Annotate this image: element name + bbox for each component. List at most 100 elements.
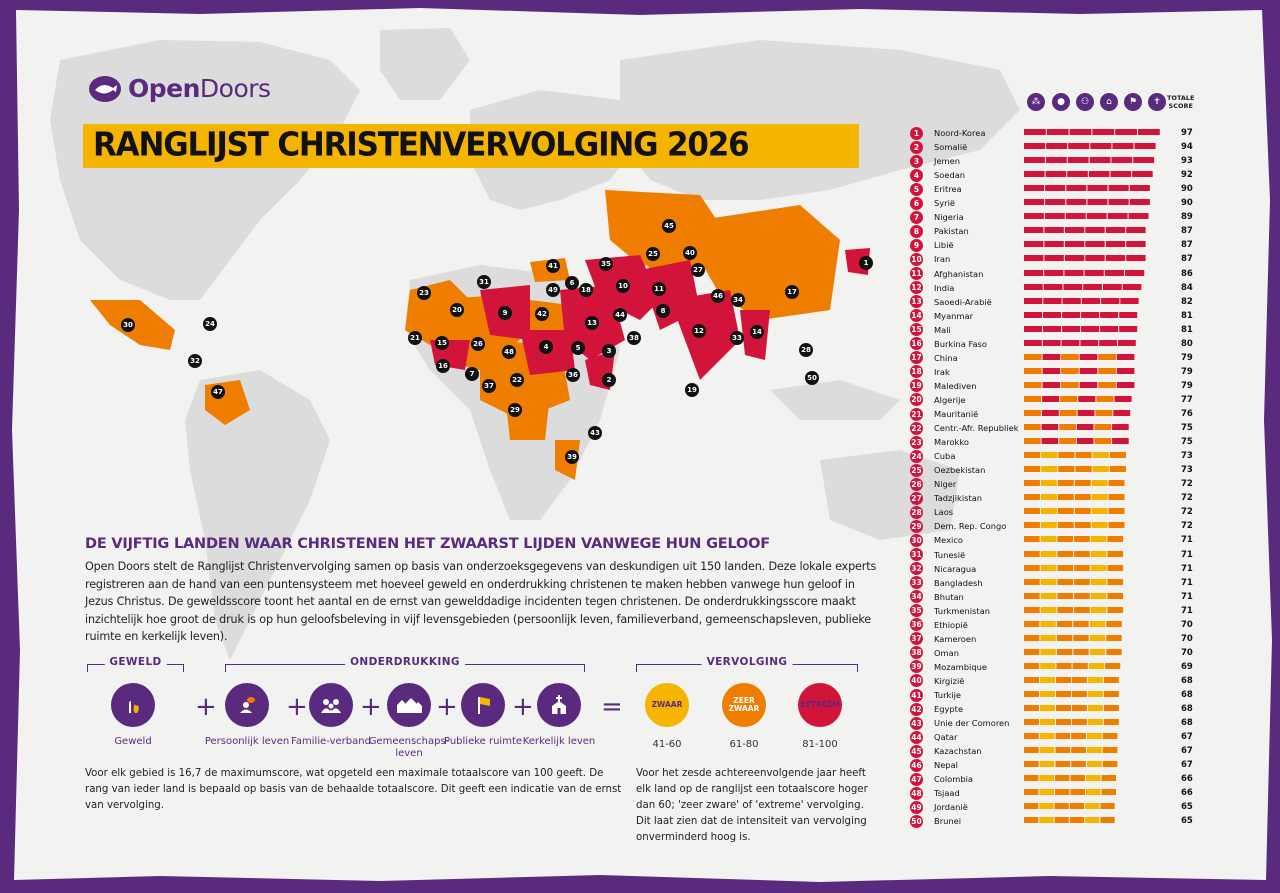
ranking-row: 33 Bangladesh 71 (910, 576, 1193, 590)
score-bar-segment (1040, 634, 1056, 641)
ranking-row: 24 Cuba 73 (910, 449, 1193, 463)
score-bar-segment (1107, 536, 1124, 543)
total-score-header: TOTALE SCORE (1167, 94, 1195, 110)
score-bar-segment (1116, 367, 1135, 374)
equals-sign: = (601, 692, 623, 722)
map-marker-39: 39 (565, 450, 579, 464)
score-bar-segment (1058, 452, 1075, 459)
score-bar-segment (1129, 199, 1150, 206)
ranking-row: 30 Mexico 71 (910, 533, 1193, 547)
score-bar-segment (1041, 410, 1059, 416)
country-name: Soedan (934, 170, 966, 181)
total-score: 68 (1181, 718, 1193, 729)
score-bar-segment (1107, 606, 1124, 613)
plus-sign: + (286, 692, 308, 722)
score-bar-segment (1101, 297, 1120, 304)
rank-number: 35 (910, 604, 923, 618)
rank-number: 6 (910, 196, 923, 210)
total-score: 97 (1181, 128, 1193, 138)
map-marker-50: 50 (805, 371, 819, 385)
score-bar (1024, 353, 1135, 360)
rank-number: 48 (910, 786, 923, 800)
rank-number: 38 (910, 646, 923, 660)
onderdrukking-bracket: ONDERDRUKKING (225, 656, 585, 672)
score-bar (1024, 339, 1136, 346)
score-bar-segment (1074, 550, 1090, 557)
score-bar-segment (1074, 480, 1091, 487)
score-bar-segment (1071, 747, 1086, 754)
score-bar-segment (1044, 213, 1065, 220)
score-bar-segment (1118, 339, 1136, 346)
score-bar (1024, 213, 1149, 220)
score-bar-segment (1057, 606, 1074, 613)
total-score: 82 (1181, 296, 1193, 307)
geweld-group-label: GEWELD (104, 656, 167, 668)
score-bar (1024, 129, 1160, 135)
score-bar (1024, 817, 1115, 824)
country-name: Noord-Korea (934, 128, 986, 138)
category-publiek: Publieke ruimte (438, 683, 528, 748)
score-bar-segment (1039, 747, 1055, 754)
score-bar-segment (1055, 761, 1071, 768)
score-bar-segment (1045, 171, 1067, 178)
score-bar-segment (1057, 592, 1074, 599)
map-marker-42: 42 (535, 307, 549, 321)
map-marker-7: 7 (465, 367, 479, 381)
rank-number: 36 (910, 618, 923, 632)
score-bar-segment (1024, 789, 1039, 796)
score-bar (1024, 761, 1118, 768)
total-score: 73 (1181, 465, 1193, 476)
score-bar-segment (1066, 185, 1087, 192)
church-icon (537, 683, 581, 727)
score-bar-segment (1138, 129, 1160, 135)
score-bar-segment (1087, 199, 1108, 206)
category-persoonlijk: Persoonlijk leven (202, 683, 292, 748)
score-bar-segment (1076, 424, 1094, 431)
score-bar-segment (1074, 606, 1090, 613)
note-scoring: Voor elk gebied is 16,7 de maximumscore,… (85, 768, 622, 811)
rank-number: 25 (910, 463, 923, 477)
score-bar-segment (1071, 761, 1086, 768)
score-bar-segment (1046, 143, 1068, 150)
title-banner (83, 124, 859, 168)
score-bar (1024, 480, 1125, 487)
rank-number: 32 (910, 562, 923, 576)
score-bar-segment (1024, 522, 1040, 529)
score-bar-segment (1081, 325, 1100, 332)
country-name: Qatar (934, 732, 958, 743)
ranking-row: 41 Turkije 68 (910, 688, 1193, 702)
score-bar-segment (1084, 269, 1104, 276)
score-bar-segment (1024, 705, 1039, 712)
score-bar (1024, 719, 1119, 726)
map-marker-25: 25 (646, 247, 660, 261)
ranking-row: 38 Oman 70 (910, 646, 1193, 660)
map-marker-17: 17 (785, 285, 799, 299)
score-bar (1024, 297, 1139, 304)
rank-number: 2 (910, 140, 923, 154)
score-bar-segment (1024, 550, 1040, 557)
score-bar-segment (1092, 129, 1115, 135)
score-bar-segment (1062, 297, 1081, 304)
score-bar-segment (1108, 480, 1125, 487)
score-bar-segment (1065, 213, 1086, 220)
score-bar (1024, 452, 1126, 459)
score-bar-segment (1075, 452, 1092, 459)
score-bar-segment (1056, 691, 1071, 697)
rank-number: 34 (910, 590, 923, 604)
score-bar-segment (1024, 143, 1046, 150)
score-bar-segment (1115, 129, 1137, 135)
family-icon: ⚇ (1076, 93, 1094, 111)
total-score: 87 (1181, 240, 1193, 251)
score-bar-segment (1112, 143, 1134, 150)
score-bar-segment (1091, 494, 1108, 501)
score-bar-segment (1085, 255, 1105, 262)
country-name: Burkina Faso (934, 338, 987, 349)
category-label: Kerkelijk leven (522, 736, 596, 747)
score-bar-segment (1024, 199, 1045, 206)
flame-icon (111, 683, 155, 727)
total-score: 65 (1181, 816, 1193, 827)
total-score: 92 (1181, 170, 1193, 181)
ranking-row: 2 Somalië 94 (910, 140, 1193, 154)
map-marker-38: 38 (627, 331, 641, 345)
total-score: 93 (1181, 156, 1193, 167)
